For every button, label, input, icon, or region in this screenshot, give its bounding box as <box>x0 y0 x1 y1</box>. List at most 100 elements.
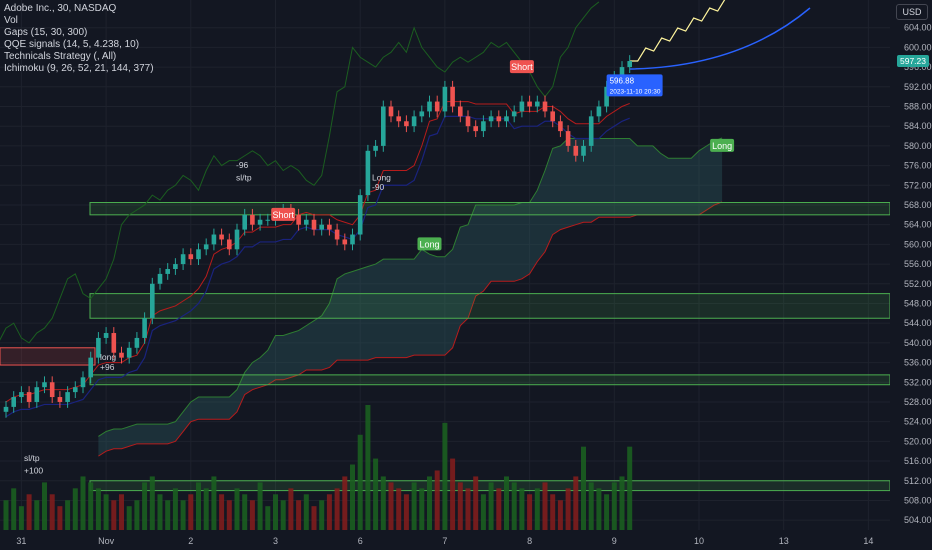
volume-bar <box>411 482 417 530</box>
candle-body <box>404 121 409 127</box>
candle-body <box>596 106 602 117</box>
x-tick-label: 9 <box>612 536 617 546</box>
ichimoku-cloud <box>98 137 723 457</box>
tenkan-line <box>5 101 630 403</box>
x-tick-label: 13 <box>779 536 789 546</box>
kijun-line <box>5 115 630 418</box>
volume-bar <box>273 494 278 530</box>
volume-bar <box>211 476 217 530</box>
trade-label: sl/tp <box>24 453 40 463</box>
volume-bar <box>188 494 194 530</box>
senkou-span-a <box>98 137 723 437</box>
volume-bar <box>573 476 579 530</box>
candle-body <box>19 392 24 398</box>
volume-bar <box>527 494 533 530</box>
volume-bar <box>619 476 625 530</box>
volume-bar <box>149 476 155 530</box>
candle-body <box>365 150 371 196</box>
candle-body <box>419 111 425 117</box>
symbol-title: Adobe Inc., 30, NASDAQ <box>4 3 117 14</box>
volume-bar <box>88 482 94 530</box>
volume-bar <box>42 482 47 530</box>
volume-bar <box>627 446 633 530</box>
volume-bar <box>396 488 402 530</box>
volume-bar <box>26 494 32 530</box>
volume-bar <box>111 500 117 530</box>
candle-body <box>381 106 386 146</box>
volume-bar <box>403 494 409 530</box>
y-tick-label: 568.00 <box>904 200 932 210</box>
y-tick-label: 548.00 <box>904 298 932 308</box>
x-tick-label: 3 <box>273 536 278 546</box>
legend-qqe[interactable]: QQE signals (14, 5, 4.238, 10) <box>4 39 140 50</box>
candle-body <box>296 214 301 225</box>
volume-bar <box>11 488 17 530</box>
volume-bar <box>80 476 86 530</box>
candle-body <box>558 121 563 132</box>
signal-badge <box>710 138 735 152</box>
candle-body <box>157 273 163 284</box>
legend-vol[interactable]: Vol <box>4 15 18 26</box>
volume-bar <box>488 482 494 530</box>
currency-badge[interactable]: USD <box>896 4 928 20</box>
y-tick-label: 508.00 <box>904 495 932 505</box>
volume-bar <box>457 482 463 530</box>
volume-bar <box>303 494 309 530</box>
volume-bar <box>450 458 456 530</box>
volume-bars <box>3 405 633 530</box>
y-tick-label: 532.00 <box>904 377 932 387</box>
projection-curve <box>629 7 811 70</box>
y-tick-label: 596.00 <box>904 62 932 72</box>
volume-bar <box>288 488 294 530</box>
volume-bar <box>296 500 302 530</box>
candle-body <box>573 145 579 156</box>
candle-body <box>496 116 502 122</box>
trade-label: +96 <box>100 362 115 372</box>
candle-body <box>26 392 32 402</box>
last-price-label: 597.23 <box>900 56 926 66</box>
senkou-span-b <box>98 201 723 457</box>
candle-body <box>327 224 332 230</box>
x-tick-label: 8 <box>527 536 532 546</box>
volume-bar <box>49 494 55 530</box>
gap-zone <box>0 347 96 366</box>
volume-bar <box>434 470 440 530</box>
candle-body <box>73 387 78 393</box>
legend-technicals[interactable]: Technicals Strategy (, All) <box>4 51 117 62</box>
x-tick-label: 10 <box>694 536 704 546</box>
candle-body <box>465 116 471 127</box>
y-tick-label: 528.00 <box>904 397 932 407</box>
volume-bar <box>265 506 271 530</box>
price-axis[interactable]: 604.00 600.00 596.00 592.00 588.00 584.00 580.… <box>890 0 932 550</box>
y-tick-label: 564.00 <box>904 220 932 230</box>
candle-body <box>627 61 632 68</box>
volume-bar <box>465 488 471 530</box>
legend-ichimoku[interactable]: Ichimoku (9, 26, 52, 21, 144, 377) <box>4 63 154 74</box>
time-axis[interactable]: 31Nov2367891013141516 <box>0 530 932 550</box>
price-axis-bg <box>890 0 932 550</box>
volume-bar <box>95 488 101 530</box>
volume-bar <box>219 494 225 530</box>
tooltip-price: 596.88 <box>610 76 635 85</box>
candle-body <box>111 333 117 353</box>
x-tick-label: 31 <box>16 536 26 546</box>
tooltip-time: 2023-11-10 20:30 <box>610 88 661 95</box>
candle-body <box>350 234 355 245</box>
gap-zone <box>89 293 891 319</box>
x-tick-label: 6 <box>358 536 363 546</box>
volume-bar <box>280 500 286 530</box>
candle-body <box>242 214 247 230</box>
candle-body <box>481 121 486 132</box>
candle-body <box>565 131 571 146</box>
candle-body <box>319 224 324 230</box>
legend-gaps[interactable]: Gaps (15, 30, 300) <box>4 27 88 38</box>
volume-bar <box>142 482 148 530</box>
candle-body <box>357 195 363 235</box>
kumo-area <box>98 137 723 457</box>
candle-body <box>134 337 140 348</box>
candle-body <box>535 101 540 107</box>
candle-body <box>427 101 432 112</box>
volume-bar <box>3 500 9 530</box>
trade-label: -96 <box>236 160 249 170</box>
